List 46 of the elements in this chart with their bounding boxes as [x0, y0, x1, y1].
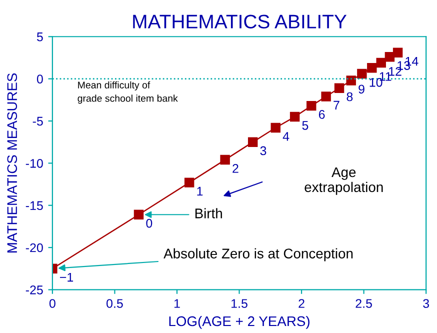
annotation: 0 — [146, 218, 152, 228]
point — [290, 112, 300, 122]
point — [134, 210, 144, 220]
y-tick-label: -15 — [26, 201, 43, 210]
y-axis-title: MATHEMATICS MEASURES — [7, 73, 18, 252]
x-tick-label: 3 — [423, 299, 429, 308]
annotation: 1 — [197, 186, 203, 196]
chart-title: MATHEMATICS ABILITY — [133, 14, 347, 28]
x-tick-label: 1.5 — [232, 299, 248, 308]
annotation: Birth — [195, 208, 222, 218]
annotation: Age extrapolation — [304, 167, 383, 195]
point — [306, 100, 316, 111]
x-tick-label: 0 — [49, 299, 56, 308]
x-tick-label: 1 — [174, 299, 180, 308]
annotation: 6 — [318, 110, 325, 119]
y-tick-label: 0 — [36, 74, 43, 84]
y-tick-label: 5 — [36, 32, 43, 42]
annotation: 9 — [358, 84, 364, 94]
annotation: 8 — [346, 92, 353, 102]
annotation: Absolute Zero is at Conception — [164, 248, 353, 262]
annotation: 7 — [334, 100, 340, 110]
annotation: 3 — [260, 146, 266, 156]
point — [321, 92, 331, 102]
annotation: 2 — [232, 164, 238, 173]
point — [392, 48, 403, 58]
x-axis-title: LOG(AGE + 2 YEARS) — [169, 316, 310, 329]
point — [220, 154, 230, 165]
point — [248, 137, 258, 147]
y-tick-label: -5 — [32, 116, 43, 126]
point — [367, 62, 377, 73]
point — [270, 122, 280, 133]
y-tick-label: -20 — [26, 243, 43, 252]
y-tick-label: -25 — [26, 286, 43, 294]
point — [376, 58, 386, 68]
annotation: 4 — [282, 132, 290, 141]
x-tick-label: 2.5 — [356, 299, 372, 308]
y-tick-label: -10 — [26, 158, 43, 168]
point — [346, 76, 356, 86]
point — [334, 83, 344, 93]
point — [357, 68, 367, 79]
point — [184, 178, 194, 188]
x-tick-label: 0.5 — [106, 299, 123, 308]
ref-line-label: Mean difficulty of grade school item bank — [78, 81, 178, 104]
annotation: 5 — [302, 121, 308, 130]
x-tick-label: 2 — [298, 299, 304, 308]
annotation: −1 — [60, 272, 74, 282]
